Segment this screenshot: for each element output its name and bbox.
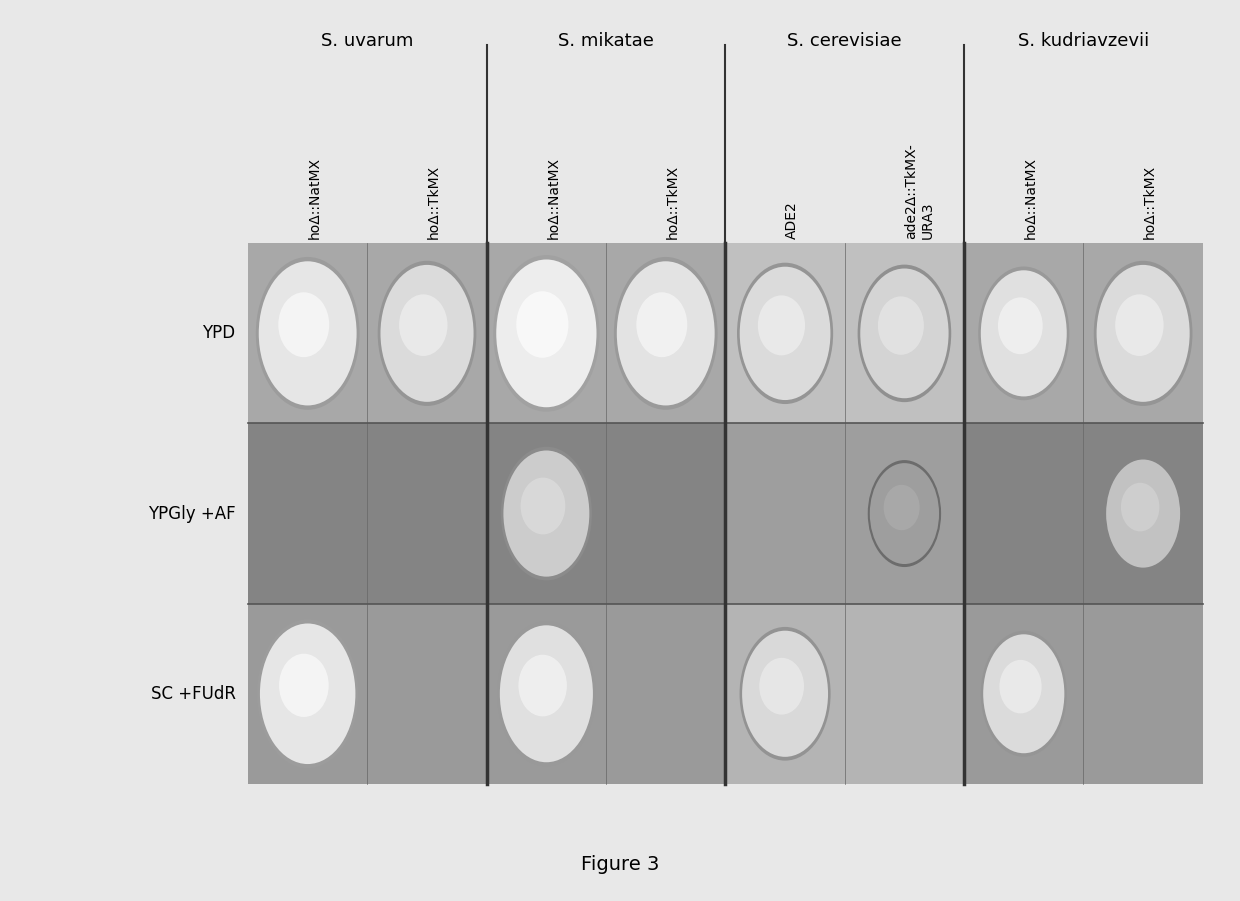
Ellipse shape bbox=[516, 291, 568, 358]
Ellipse shape bbox=[742, 631, 828, 757]
Ellipse shape bbox=[1104, 456, 1183, 571]
Ellipse shape bbox=[260, 623, 356, 764]
Ellipse shape bbox=[1115, 295, 1163, 356]
Ellipse shape bbox=[878, 296, 924, 355]
Bar bbox=[486, 243, 606, 423]
Ellipse shape bbox=[978, 267, 1069, 400]
Text: S. uvarum: S. uvarum bbox=[321, 32, 413, 50]
Ellipse shape bbox=[521, 478, 565, 534]
Bar bbox=[248, 423, 367, 604]
Bar bbox=[725, 423, 844, 604]
Bar bbox=[844, 243, 965, 423]
Bar bbox=[367, 423, 486, 604]
Ellipse shape bbox=[257, 619, 358, 769]
Bar bbox=[367, 243, 486, 423]
Ellipse shape bbox=[1121, 483, 1159, 532]
Ellipse shape bbox=[500, 625, 593, 762]
Bar bbox=[1084, 423, 1203, 604]
Bar bbox=[1084, 243, 1203, 423]
Bar bbox=[606, 423, 725, 604]
Ellipse shape bbox=[279, 654, 329, 717]
Bar bbox=[367, 604, 486, 784]
Ellipse shape bbox=[259, 261, 357, 405]
Text: hoΔ::TkMX: hoΔ::TkMX bbox=[1143, 165, 1157, 239]
Text: hoΔ::NatMX: hoΔ::NatMX bbox=[308, 157, 321, 239]
Bar bbox=[486, 604, 606, 784]
Ellipse shape bbox=[518, 655, 567, 716]
Text: YPGly +AF: YPGly +AF bbox=[148, 505, 236, 523]
Text: S. cerevisiae: S. cerevisiae bbox=[787, 32, 901, 50]
Ellipse shape bbox=[636, 292, 687, 357]
Ellipse shape bbox=[503, 450, 589, 577]
Bar bbox=[606, 243, 725, 423]
Ellipse shape bbox=[739, 627, 831, 760]
Text: hoΔ::TkMX: hoΔ::TkMX bbox=[666, 165, 680, 239]
Ellipse shape bbox=[998, 297, 1043, 354]
Bar bbox=[486, 423, 606, 604]
Text: S. kudriavzevii: S. kudriavzevii bbox=[1018, 32, 1149, 50]
Ellipse shape bbox=[740, 267, 831, 400]
Text: SC +FUdR: SC +FUdR bbox=[150, 685, 236, 703]
Text: Figure 3: Figure 3 bbox=[580, 855, 660, 875]
Bar bbox=[844, 423, 965, 604]
Text: YPD: YPD bbox=[202, 324, 236, 342]
Bar bbox=[1084, 604, 1203, 784]
Ellipse shape bbox=[1106, 460, 1180, 568]
Bar bbox=[844, 604, 965, 784]
Bar bbox=[248, 243, 367, 423]
Text: ADE2: ADE2 bbox=[785, 201, 799, 239]
Ellipse shape bbox=[1094, 260, 1193, 406]
Bar bbox=[965, 243, 1084, 423]
Ellipse shape bbox=[858, 265, 951, 402]
Ellipse shape bbox=[494, 255, 599, 412]
Ellipse shape bbox=[981, 270, 1066, 396]
Ellipse shape bbox=[999, 660, 1042, 714]
Ellipse shape bbox=[496, 259, 596, 407]
Ellipse shape bbox=[399, 295, 448, 356]
Ellipse shape bbox=[861, 268, 949, 398]
Ellipse shape bbox=[616, 261, 714, 405]
Bar bbox=[725, 243, 844, 423]
Ellipse shape bbox=[884, 485, 920, 530]
Ellipse shape bbox=[501, 447, 591, 580]
Ellipse shape bbox=[381, 265, 474, 402]
Bar bbox=[248, 604, 367, 784]
Ellipse shape bbox=[983, 634, 1064, 753]
Ellipse shape bbox=[758, 296, 805, 355]
Ellipse shape bbox=[869, 463, 939, 564]
Bar bbox=[965, 423, 1084, 604]
Ellipse shape bbox=[981, 631, 1066, 757]
Text: S. mikatae: S. mikatae bbox=[558, 32, 653, 50]
Text: hoΔ::NatMX: hoΔ::NatMX bbox=[1024, 157, 1038, 239]
Bar bbox=[965, 604, 1084, 784]
Ellipse shape bbox=[614, 257, 718, 410]
Bar bbox=[606, 604, 725, 784]
Bar bbox=[725, 604, 844, 784]
Text: ade2Δ::TkMX-
URA3: ade2Δ::TkMX- URA3 bbox=[904, 143, 935, 239]
Ellipse shape bbox=[378, 260, 476, 406]
Text: hoΔ::TkMX: hoΔ::TkMX bbox=[427, 165, 441, 239]
Ellipse shape bbox=[497, 621, 595, 767]
Ellipse shape bbox=[278, 292, 329, 357]
Ellipse shape bbox=[255, 257, 360, 410]
Ellipse shape bbox=[759, 658, 804, 714]
Ellipse shape bbox=[737, 263, 833, 404]
Ellipse shape bbox=[868, 460, 941, 567]
Text: hoΔ::NatMX: hoΔ::NatMX bbox=[547, 157, 560, 239]
Ellipse shape bbox=[1096, 265, 1189, 402]
